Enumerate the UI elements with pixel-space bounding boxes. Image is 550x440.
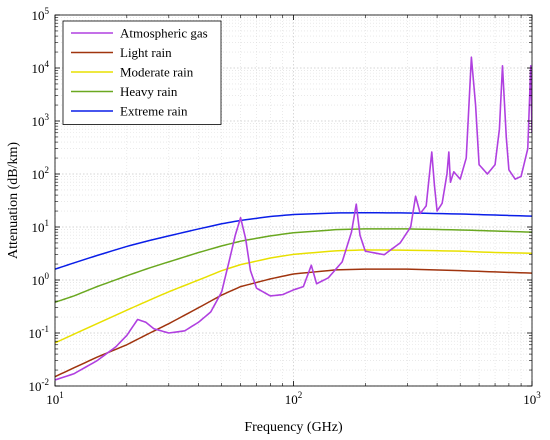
legend-label-moderate-rain: Moderate rain bbox=[120, 65, 194, 80]
x-tick-label-exponent: 3 bbox=[536, 390, 541, 400]
tick-marks bbox=[54, 14, 533, 387]
series-line-heavy-rain bbox=[55, 228, 532, 303]
y-tick-label-exponent: -2 bbox=[42, 377, 50, 387]
y-tick-label-exponent: 1 bbox=[45, 218, 50, 228]
x-axis-label: Frequency (GHz) bbox=[244, 420, 343, 435]
y-tick-label-exponent: 0 bbox=[45, 271, 50, 281]
y-tick-label-exponent: -1 bbox=[42, 324, 50, 334]
x-tick-label-exponent: 1 bbox=[59, 390, 64, 400]
x-tick-label-base: 10 bbox=[285, 392, 298, 407]
series-line-atmospheric-gas bbox=[55, 56, 532, 381]
y-tick-label: 104 bbox=[32, 59, 50, 76]
y-tick-label-exponent: 2 bbox=[45, 165, 50, 175]
series-line-moderate-rain bbox=[55, 249, 532, 344]
legend-label-atmospheric-gas: Atmospheric gas bbox=[120, 26, 208, 41]
y-tick-label-exponent: 3 bbox=[45, 112, 50, 122]
x-tick-label-base: 10 bbox=[523, 392, 536, 407]
series-layer bbox=[55, 56, 532, 381]
x-tick-label-exponent: 2 bbox=[298, 390, 303, 400]
y-tick-label: 101 bbox=[32, 218, 50, 235]
x-tick-label: 101 bbox=[46, 390, 64, 407]
legend-label-extreme-rain: Extreme rain bbox=[120, 104, 188, 119]
y-tick-label-exponent: 5 bbox=[45, 6, 50, 16]
legend: Atmospheric gas Light rain Moderate rain He… bbox=[62, 20, 222, 125]
y-tick-label: 103 bbox=[32, 112, 50, 129]
legend-label-heavy-rain: Heavy rain bbox=[120, 84, 178, 99]
y-tick-label-base: 10 bbox=[32, 114, 45, 129]
x-tick-label: 103 bbox=[523, 390, 541, 407]
y-tick-label: 10-2 bbox=[29, 377, 50, 394]
y-tick-label-base: 10 bbox=[32, 8, 45, 23]
y-tick-label-base: 10 bbox=[29, 379, 42, 394]
y-tick-label-base: 10 bbox=[29, 326, 42, 341]
legend-label-light-rain: Light rain bbox=[120, 45, 172, 60]
series-line-light-rain bbox=[55, 268, 532, 378]
y-axis-label: Attenuation (dB/km) bbox=[6, 142, 21, 259]
x-tick-label: 102 bbox=[285, 390, 303, 407]
minor-grid bbox=[55, 15, 532, 386]
y-tick-label: 100 bbox=[32, 271, 50, 288]
y-tick-label: 102 bbox=[32, 165, 50, 182]
y-tick-label: 105 bbox=[32, 6, 50, 23]
y-tick-label: 10-1 bbox=[29, 324, 50, 341]
y-tick-label-base: 10 bbox=[32, 220, 45, 235]
x-tick-label-base: 10 bbox=[46, 392, 59, 407]
y-tick-label-base: 10 bbox=[32, 273, 45, 288]
y-tick-label-exponent: 4 bbox=[45, 59, 50, 69]
y-tick-label-base: 10 bbox=[32, 61, 45, 76]
y-tick-label-base: 10 bbox=[32, 167, 45, 182]
